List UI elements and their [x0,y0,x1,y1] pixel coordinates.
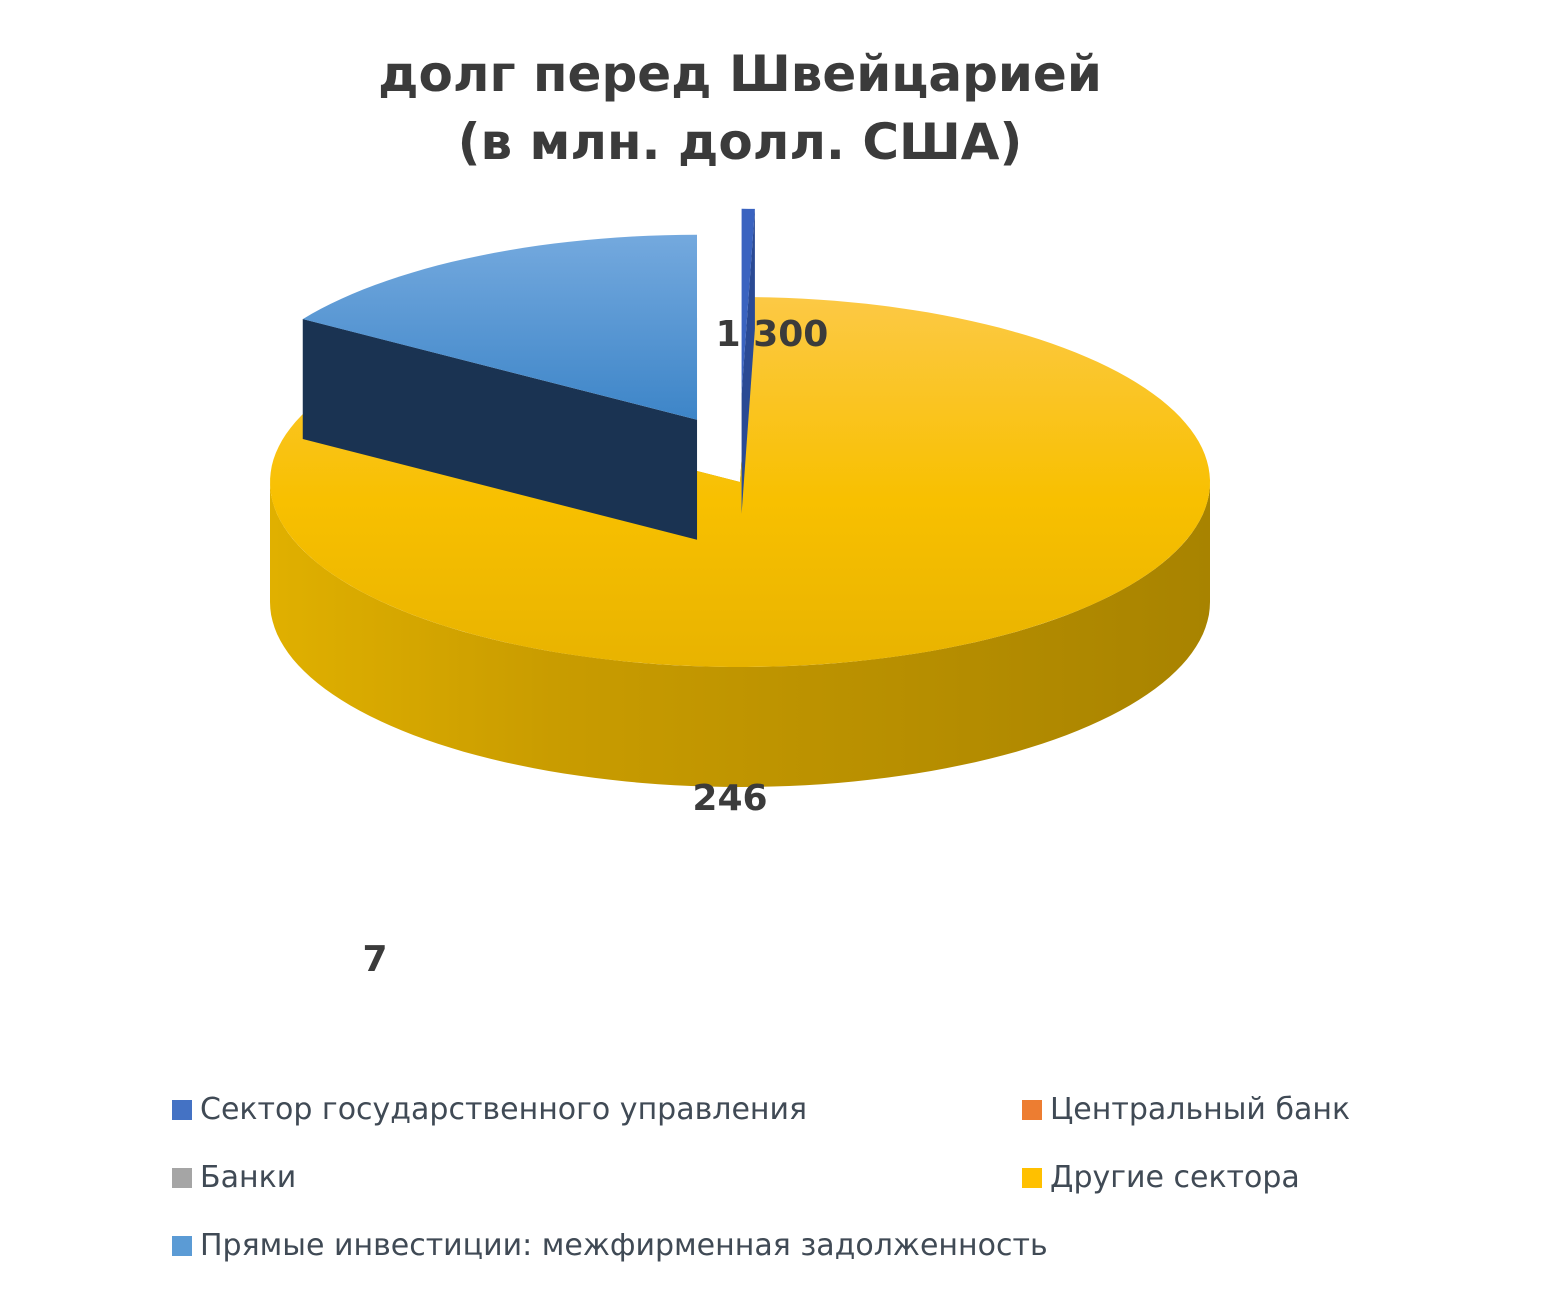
data-label-другие-сектора: 1 300 [716,314,829,355]
chart-title-line-1: долг перед Швейцарией [378,45,1102,103]
slice-прямые-инвестиции-межфирменная-задолженность-wall [302,319,698,540]
slice-прямые-инвестиции-межфирменная-задолженность [302,234,698,540]
slice-другие-сектора-top [270,297,1211,667]
chart-title: долг перед Швейцарией (в млн. долл. США) [0,40,1480,176]
data-label-прямые-инвестиции-межфирменная-задолженность: 246 [692,778,767,819]
slice-сектор-государственного-управления [741,208,755,514]
data-label-сектор-государственного-управления: 7 [362,939,387,980]
slice-другие-сектора-side [270,482,1210,787]
slice-прямые-инвестиции-межфирменная-задолженность-top [302,234,698,420]
chart-title-line-2: (в млн. долл. США) [457,113,1023,171]
slice-сектор-государственного-управления-wall [741,208,755,514]
slice-сектор-государственного-управления-top [741,208,755,394]
